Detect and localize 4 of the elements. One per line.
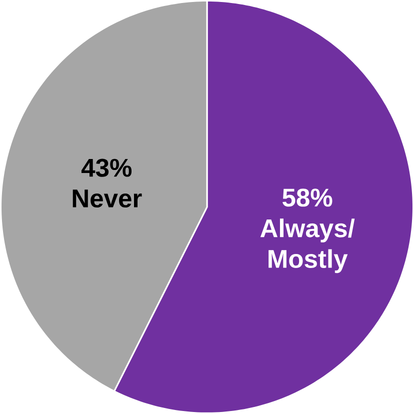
slice-label: Never: [72, 190, 142, 208]
slice-label: Always/ Mostly: [260, 218, 355, 274]
data-label: 43%: [81, 158, 132, 177]
data-label: 58%: [282, 188, 332, 207]
